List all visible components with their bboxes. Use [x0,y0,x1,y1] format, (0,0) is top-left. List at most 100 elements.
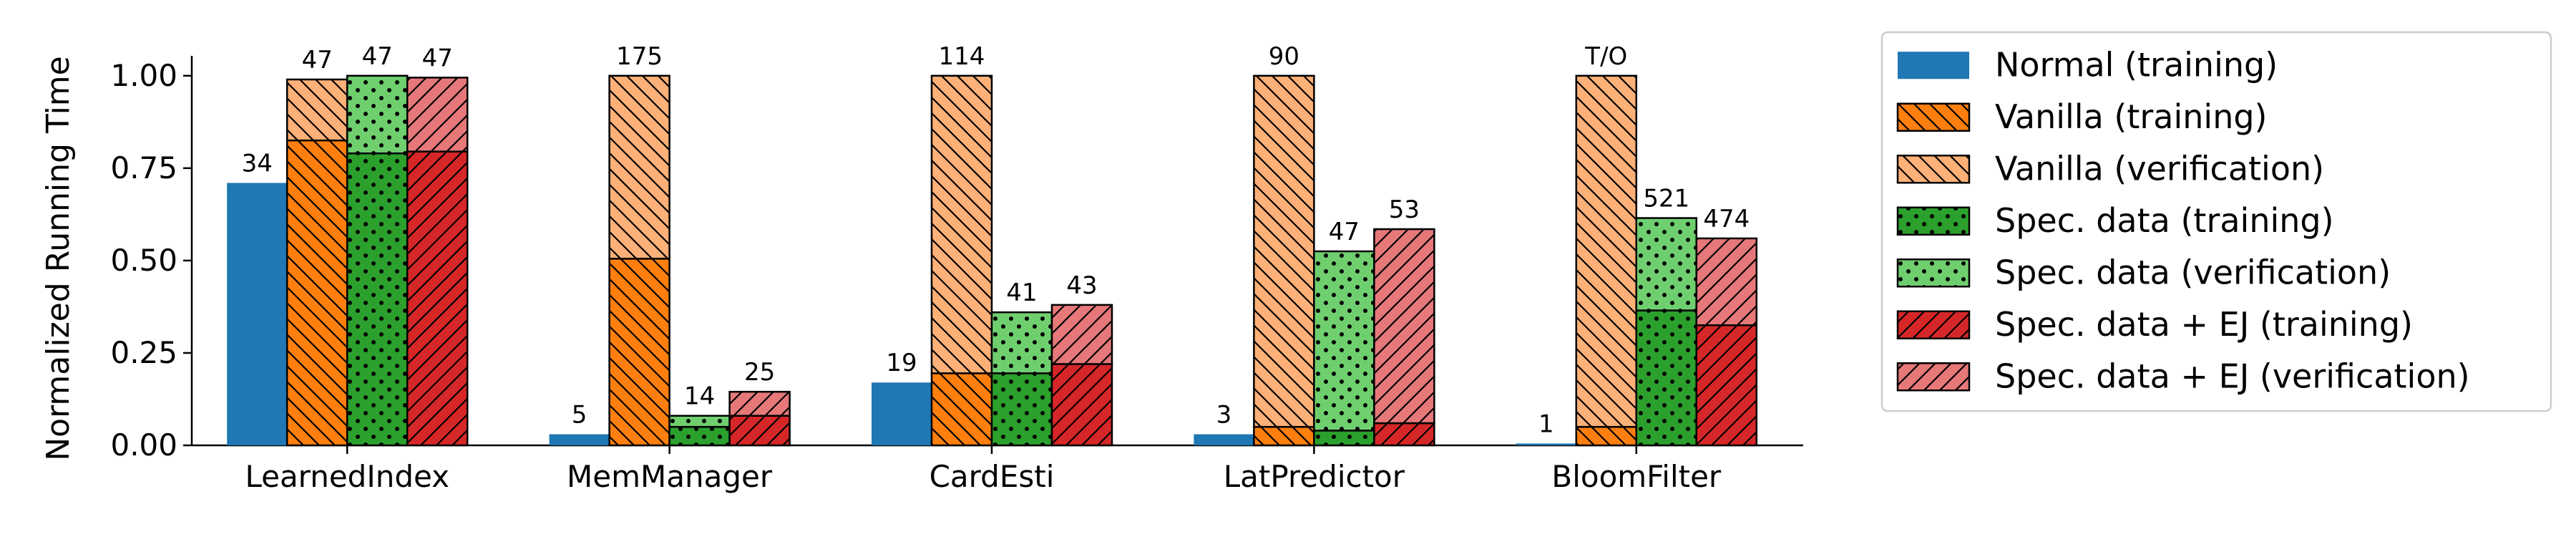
y-tick-label: 0.75 [110,150,177,185]
y-tick-label: 1.00 [110,58,177,93]
legend-swatch-outline [1896,258,1971,288]
bar-data-label: 175 [616,42,663,71]
legend-swatch-hatch [1898,363,1969,391]
bar-hatch [1696,238,1757,326]
legend-swatch-outline [1896,102,1971,132]
bar-data-label: 47 [362,42,393,71]
bar-outline [608,74,670,260]
bar-outline [1695,237,1758,326]
bar-MemManager-0-training [549,434,610,445]
x-tick-label: CardEsti [930,459,1055,494]
bar-hatch [609,75,670,259]
bar-hatch [992,373,1052,445]
legend-swatch [1898,52,1969,79]
legend-label: Spec. data + EJ (verification) [1995,357,2470,395]
bar-data-label: T/O [1584,42,1627,71]
bar-hatch [992,312,1052,374]
bar-hatch [407,77,468,152]
bar-data-label: 25 [744,358,775,387]
x-tick-label: MemManager [567,459,773,494]
bar-hatch [932,373,992,445]
bar-hatch [1254,75,1314,427]
x-tick-label: LearnedIndex [245,459,449,494]
legend: Normal (training) Vanilla (training) Vanil… [1880,31,2552,412]
bar-hatch [729,415,790,445]
legend-swatch-outline [1896,310,1971,339]
bar-hatch [669,427,730,445]
y-axis-label: Normalized Running Time [40,56,77,460]
bar-CardEsti-0-training [872,382,932,445]
legend-swatch-hatch [1898,311,1969,339]
bar-LearnedIndex-0-training [227,183,288,445]
bar-hatch [1374,423,1435,445]
legend-swatch-hatch [1898,207,1969,235]
bar-data-label: 34 [242,150,273,178]
legend-label: Spec. data (verification) [1995,253,2391,291]
bar-data-label: 47 [302,46,333,74]
bar-outline [728,390,791,417]
bar-outline [930,74,993,374]
legend-swatch-outline [1896,362,1971,392]
bar-LatPredictor-0-training [1194,434,1254,445]
bar-outline [406,77,469,153]
axes: 0.00 0.25 0.50 0.75 1.00 Normalized Running T… [40,56,1803,494]
bar-hatch [1696,325,1757,445]
bar-hatch [729,392,790,416]
bar-hatch [407,151,468,445]
bar-hatch [1636,310,1697,445]
legend-swatch-outline [1896,155,1971,184]
bar-hatch [1576,75,1636,427]
bar-data-label: 47 [1329,218,1360,246]
legend-label: Spec. data (training) [1995,201,2334,240]
legend-swatch-hatch [1898,155,1969,183]
legend-label: Spec. data + EJ (training) [1995,305,2413,344]
bar-hatch [609,258,670,445]
x-tick-label: LatPredictor [1224,459,1405,494]
bar-outline [1050,304,1113,365]
legend-label: Vanilla (verification) [1995,149,2324,188]
bars [227,74,1758,447]
legend-label: Vanilla (training) [1995,97,2268,136]
bar-data-label: 3 [1216,401,1232,430]
x-tick-label: BloomFilter [1551,459,1722,494]
bar-data-label: 41 [1006,279,1037,307]
y-tick-label: 0.25 [110,335,177,370]
bar-hatch [1052,304,1112,364]
legend-swatch-outline [1896,206,1971,236]
bar-data-label: 474 [1703,205,1750,233]
bar-hatch [1636,218,1697,311]
legend-box [1880,31,2552,412]
legend-swatch-hatch [1898,103,1969,131]
bar-hatch [347,153,408,445]
legend-swatch-hatch [1898,259,1969,287]
bar-hatch [932,75,992,374]
bar-hatch [287,79,348,141]
bar-hatch [1314,251,1375,431]
y-tick-label: 0.50 [110,243,177,278]
bar-hatch [287,140,348,445]
bar-data-label: 53 [1389,195,1420,224]
bar-outline [1373,228,1435,425]
bar-data-label: 5 [572,401,587,430]
bar-data-label: 19 [886,349,917,377]
bar-hatch [1254,427,1314,445]
bar-hatch [1374,229,1435,424]
legend-label: Normal (training) [1995,45,2278,84]
y-tick-label: 0.00 [110,427,177,463]
bar-hatch [1576,427,1636,445]
data-labels: 34 47 47 47 5 175 14 25 19 114 41 43 3 90 47 53 1 T/O 521 4… [242,42,1750,439]
bar-data-label: 114 [939,42,985,71]
bar-hatch [347,75,408,154]
bar-hatch [669,415,730,427]
bar-data-label: 43 [1066,271,1097,300]
bar-BloomFilter-0-training [1516,443,1576,445]
bar-hatch [1052,364,1112,445]
bar-data-label: 1 [1538,410,1554,438]
bar-hatch [1314,430,1375,445]
bar-data-label: 14 [684,382,715,411]
bar-data-label: 90 [1269,42,1299,71]
bar-data-label: 47 [422,44,453,72]
bar-data-label: 521 [1643,185,1689,213]
